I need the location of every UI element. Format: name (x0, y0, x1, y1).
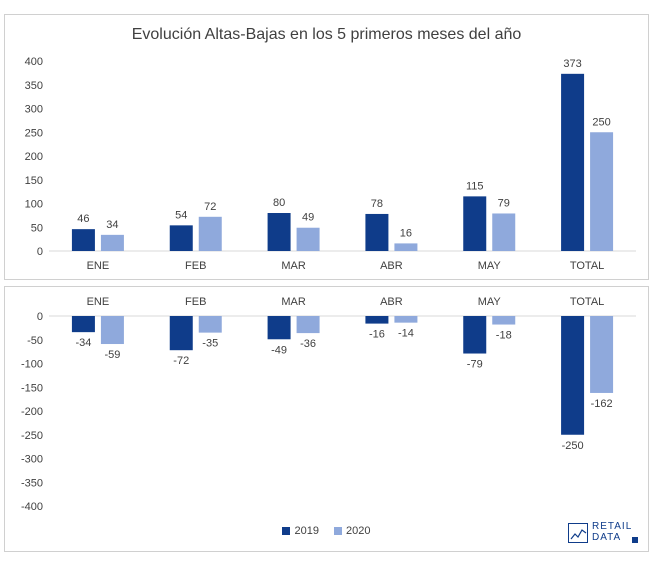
y-tick-label: -300 (21, 454, 43, 466)
bar-2020-may (492, 316, 516, 325)
data-label: 250 (592, 116, 610, 128)
legend-swatch-2019 (282, 527, 291, 535)
x-category-label: TOTAL (570, 296, 604, 308)
logo-line-icon (570, 529, 587, 540)
x-category-label: ABR (380, 260, 403, 272)
legend-item-2019: 2019 (282, 525, 319, 537)
data-label: 72 (204, 201, 216, 213)
data-label: 80 (273, 197, 285, 209)
data-label: 34 (106, 219, 118, 231)
bar-2020-mar (296, 227, 320, 251)
data-label: 78 (371, 198, 383, 210)
y-tick-label: 350 (25, 80, 43, 92)
bar-2019-total (561, 73, 585, 251)
x-category-label: ENE (87, 296, 110, 308)
bar-2020-may (492, 213, 516, 251)
bajas-chart-panel: 0 -50 -100 -150 -200 -250 -300 -350 -400 ENE -34 -5… (4, 286, 649, 552)
bar-2020-feb (198, 316, 222, 333)
data-label: -14 (398, 328, 414, 340)
data-label: -59 (104, 349, 120, 361)
data-label: -34 (75, 337, 91, 349)
bar-2019-mar (267, 213, 291, 251)
y-tick-label: -200 (21, 406, 43, 418)
data-label: -72 (173, 355, 189, 367)
x-category-label: MAY (478, 296, 502, 308)
y-tick-label: -400 (21, 501, 43, 513)
data-label: 79 (498, 197, 510, 209)
data-label: -79 (467, 359, 483, 371)
bar-2019-feb (169, 225, 193, 251)
data-label: 16 (400, 227, 412, 239)
chart-title: Evolución Altas-Bajas en los 5 primeros … (131, 26, 522, 43)
altas-chart: 0 50 100 150 200 250 300 350 400 ENE 46 34 FEB 54 72 MA… (25, 56, 636, 272)
y-tick-label: 50 (31, 222, 43, 234)
bar-2020-feb (198, 216, 222, 251)
data-label: -49 (271, 344, 287, 356)
x-category-label: MAR (281, 260, 306, 272)
logo-chart-icon (568, 523, 588, 543)
y-tick-label: -50 (27, 335, 43, 347)
x-category-label: MAY (478, 260, 502, 272)
bar-2019-abr (365, 213, 389, 251)
y-tick-label: 150 (25, 175, 43, 187)
data-label: -162 (591, 398, 613, 410)
bar-2019-ene (71, 229, 95, 251)
bar-2020-abr (394, 316, 418, 323)
data-label: -250 (562, 440, 584, 452)
legend-label-2019: 2019 (294, 525, 319, 537)
data-label: 49 (302, 212, 314, 224)
x-category-label: FEB (185, 260, 206, 272)
bar-2020-mar (296, 316, 320, 334)
x-category-label: ABR (380, 296, 403, 308)
y-tick-label: 0 (37, 246, 43, 258)
data-label: 54 (175, 209, 187, 221)
data-label: 373 (563, 58, 581, 70)
x-category-label: ENE (87, 260, 110, 272)
y-tick-label: 300 (25, 104, 43, 116)
bar-2019-total (561, 316, 585, 435)
data-label: -16 (369, 329, 385, 341)
legend-swatch-2020 (334, 527, 343, 535)
data-label: 115 (466, 180, 484, 192)
bar-2019-mar (267, 316, 291, 340)
data-label: -18 (496, 330, 512, 342)
bar-2020-ene (100, 234, 124, 251)
legend: 2019 2020 (5, 525, 648, 538)
y-tick-label: -100 (21, 359, 43, 371)
data-label: -36 (300, 338, 316, 350)
bar-2019-may (463, 316, 487, 354)
bar-2020-ene (100, 316, 124, 345)
y-tick-label: 200 (25, 151, 43, 163)
retail-data-logo: RETAIL DATA (568, 521, 638, 545)
x-category-label: FEB (185, 296, 206, 308)
y-tick-label: -350 (21, 477, 43, 489)
bajas-chart: 0 -50 -100 -150 -200 -250 -300 -350 -400 ENE -34 -5… (21, 296, 636, 513)
bar-2020-total (590, 132, 614, 251)
data-label: -35 (202, 338, 218, 350)
bar-2019-abr (365, 316, 389, 324)
x-category-label: TOTAL (570, 260, 604, 272)
bar-2020-total (590, 316, 614, 393)
y-tick-label: -150 (21, 382, 43, 394)
bar-2019-feb (169, 316, 193, 351)
logo-line1: RETAIL (592, 521, 633, 532)
legend-item-2020: 2020 (334, 525, 371, 537)
logo-line2: DATA (592, 532, 622, 543)
logo-dot (632, 537, 638, 543)
data-label: 46 (77, 213, 89, 225)
altas-chart-panel: Evolución Altas-Bajas en los 5 primeros … (4, 14, 649, 280)
bar-2019-may (463, 196, 487, 251)
y-tick-label: 0 (37, 311, 43, 323)
bar-2019-ene (71, 316, 95, 333)
x-category-label: MAR (281, 296, 306, 308)
y-tick-label: 400 (25, 56, 43, 68)
y-tick-label: -250 (21, 430, 43, 442)
legend-label-2020: 2020 (346, 525, 371, 537)
y-tick-label: 100 (25, 199, 43, 211)
bar-2020-abr (394, 243, 418, 251)
y-tick-label: 250 (25, 127, 43, 139)
